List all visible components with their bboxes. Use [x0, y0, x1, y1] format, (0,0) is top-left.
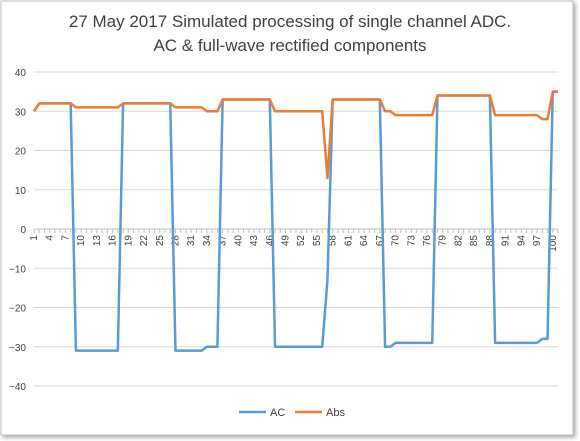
- x-tick-label: 97: [532, 235, 543, 247]
- chart-border: [0, 0, 574, 436]
- x-tick-label: 52: [296, 235, 307, 247]
- x-tick-label: 34: [202, 235, 213, 247]
- y-tick-label: −40: [9, 382, 26, 393]
- x-tick-label: 73: [406, 235, 417, 247]
- chart-title-line-1: 27 May 2017 Simulated processing of sing…: [69, 12, 511, 31]
- y-tick-label: 20: [15, 147, 27, 158]
- y-tick-label: −20: [9, 304, 26, 315]
- x-tick-label: 31: [186, 235, 197, 247]
- y-tick-label: −10: [9, 264, 26, 275]
- x-tick-label: 88: [485, 235, 496, 247]
- x-tick-label: 40: [233, 235, 244, 247]
- y-tick-label: −30: [9, 343, 26, 354]
- x-tick-label: 91: [501, 235, 512, 247]
- x-tick-label: 76: [422, 235, 433, 247]
- x-tick-label: 13: [92, 235, 103, 247]
- legend-label-ac: AC: [270, 407, 285, 419]
- y-tick-label: 0: [20, 225, 26, 236]
- x-tick-label: 4: [45, 235, 56, 241]
- x-tick-labels: 1 4 7 10 13 16 19 22 25 28 31 34 37 40 43 46 49 52 55 58 61 6…: [29, 235, 559, 252]
- x-tick-label: 25: [155, 235, 166, 247]
- x-tick-label: 10: [76, 235, 87, 247]
- x-tick-label: 37: [218, 235, 229, 247]
- x-tick-label: 67: [375, 235, 386, 247]
- y-tick-label: 10: [15, 186, 27, 197]
- series-abs: [32, 90, 558, 180]
- legend-label-abs: Abs: [326, 407, 345, 419]
- x-tick-label: 46: [265, 235, 276, 247]
- x-tick-label: 94: [516, 235, 527, 247]
- x-tick-label: 70: [391, 235, 402, 247]
- y-tick-label: 30: [15, 107, 27, 118]
- x-tick-label: 19: [123, 235, 134, 247]
- x-tick-label: 58: [328, 235, 339, 247]
- series-line-abs: [32, 90, 558, 180]
- x-tick-label: 28: [170, 235, 181, 247]
- y-tick-label: 40: [15, 68, 27, 79]
- x-axis: [33, 228, 559, 233]
- legend: AC Abs: [239, 407, 345, 419]
- x-tick-label: 1: [29, 235, 40, 241]
- x-tick-label: 82: [453, 235, 464, 247]
- x-tick-label: 22: [139, 235, 150, 247]
- x-tick-label: 79: [438, 235, 449, 247]
- x-tick-label: 55: [312, 235, 323, 247]
- chart-title-line-2: AC & full-wave rectified components: [153, 36, 426, 55]
- x-tick-label: 7: [60, 235, 71, 241]
- plot-area: [32, 90, 558, 352]
- x-tick-label: 100: [548, 235, 559, 252]
- x-tick-label: 49: [281, 235, 292, 247]
- x-tick-label: 16: [108, 235, 119, 247]
- x-tick-label: 61: [343, 235, 354, 247]
- x-tick-label: 85: [469, 235, 480, 247]
- x-tick-label: 43: [249, 235, 260, 247]
- x-tick-label: 64: [359, 235, 370, 247]
- y-axis: 40 30 20 10 0 −10 −20 −30 −40: [9, 68, 26, 393]
